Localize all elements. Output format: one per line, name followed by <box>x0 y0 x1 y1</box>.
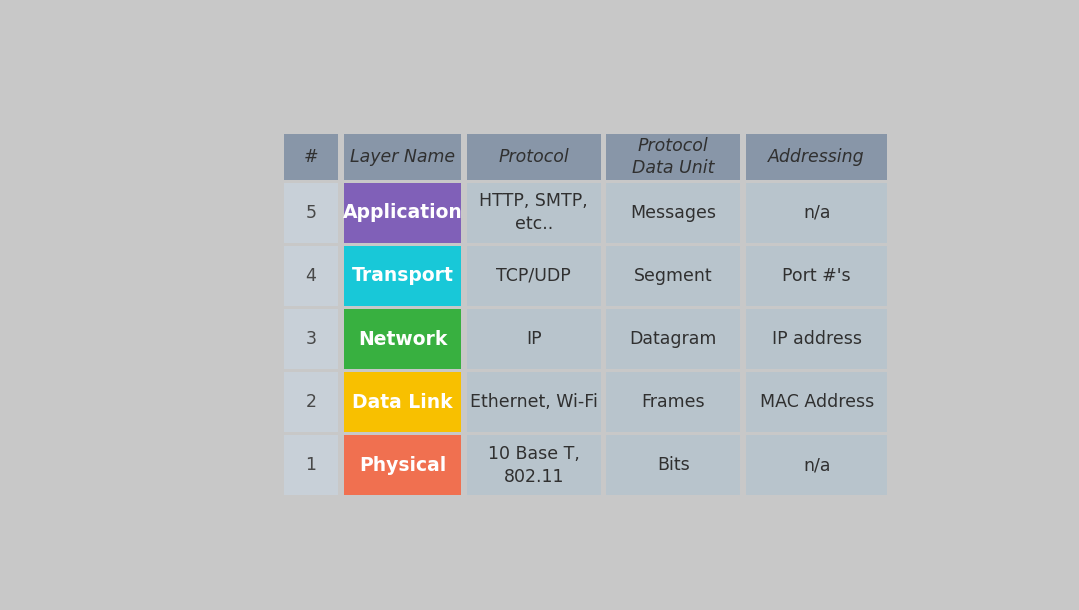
Text: Network: Network <box>358 329 448 348</box>
FancyBboxPatch shape <box>606 183 740 243</box>
Text: 2: 2 <box>305 393 316 411</box>
Text: TCP/UDP: TCP/UDP <box>496 267 571 285</box>
FancyBboxPatch shape <box>606 372 740 432</box>
FancyBboxPatch shape <box>284 372 339 432</box>
FancyBboxPatch shape <box>284 309 339 369</box>
Text: Layer Name: Layer Name <box>350 148 455 166</box>
Text: Datagram: Datagram <box>629 330 716 348</box>
FancyBboxPatch shape <box>746 309 887 369</box>
FancyBboxPatch shape <box>284 134 339 180</box>
Text: 10 Base T,
802.11: 10 Base T, 802.11 <box>488 445 579 486</box>
FancyBboxPatch shape <box>284 183 339 243</box>
FancyBboxPatch shape <box>467 246 601 306</box>
FancyBboxPatch shape <box>746 435 887 495</box>
FancyBboxPatch shape <box>606 309 740 369</box>
Text: #: # <box>304 148 318 166</box>
FancyBboxPatch shape <box>467 372 601 432</box>
FancyBboxPatch shape <box>284 435 339 495</box>
FancyBboxPatch shape <box>344 134 461 180</box>
FancyBboxPatch shape <box>746 134 887 180</box>
Text: Port #'s: Port #'s <box>782 267 851 285</box>
Text: 5: 5 <box>305 204 316 222</box>
Text: Addressing: Addressing <box>768 148 865 166</box>
Text: 1: 1 <box>305 456 316 474</box>
FancyBboxPatch shape <box>746 372 887 432</box>
Text: Frames: Frames <box>641 393 705 411</box>
FancyBboxPatch shape <box>467 435 601 495</box>
Text: n/a: n/a <box>803 456 831 474</box>
Text: IP address: IP address <box>771 330 862 348</box>
Text: 4: 4 <box>305 267 316 285</box>
FancyBboxPatch shape <box>746 183 887 243</box>
FancyBboxPatch shape <box>467 309 601 369</box>
Text: Protocol
Data Unit: Protocol Data Unit <box>632 137 714 178</box>
Text: Bits: Bits <box>657 456 689 474</box>
FancyBboxPatch shape <box>344 435 461 495</box>
Text: Segment: Segment <box>633 267 712 285</box>
Text: HTTP, SMTP,
etc..: HTTP, SMTP, etc.. <box>479 193 588 234</box>
Text: n/a: n/a <box>803 204 831 222</box>
FancyBboxPatch shape <box>606 246 740 306</box>
FancyBboxPatch shape <box>344 183 461 243</box>
Text: MAC Address: MAC Address <box>760 393 874 411</box>
Text: Protocol: Protocol <box>498 148 569 166</box>
Text: Physical: Physical <box>359 456 447 475</box>
FancyBboxPatch shape <box>344 246 461 306</box>
Text: Transport: Transport <box>352 267 453 285</box>
FancyBboxPatch shape <box>467 134 601 180</box>
Text: 3: 3 <box>305 330 316 348</box>
Text: Messages: Messages <box>630 204 716 222</box>
FancyBboxPatch shape <box>606 134 740 180</box>
Text: Ethernet, Wi-Fi: Ethernet, Wi-Fi <box>469 393 598 411</box>
Text: IP: IP <box>525 330 542 348</box>
Text: Application: Application <box>343 203 463 223</box>
FancyBboxPatch shape <box>746 246 887 306</box>
FancyBboxPatch shape <box>467 183 601 243</box>
FancyBboxPatch shape <box>344 372 461 432</box>
FancyBboxPatch shape <box>606 435 740 495</box>
Text: Data Link: Data Link <box>353 393 453 412</box>
FancyBboxPatch shape <box>284 246 339 306</box>
FancyBboxPatch shape <box>344 309 461 369</box>
